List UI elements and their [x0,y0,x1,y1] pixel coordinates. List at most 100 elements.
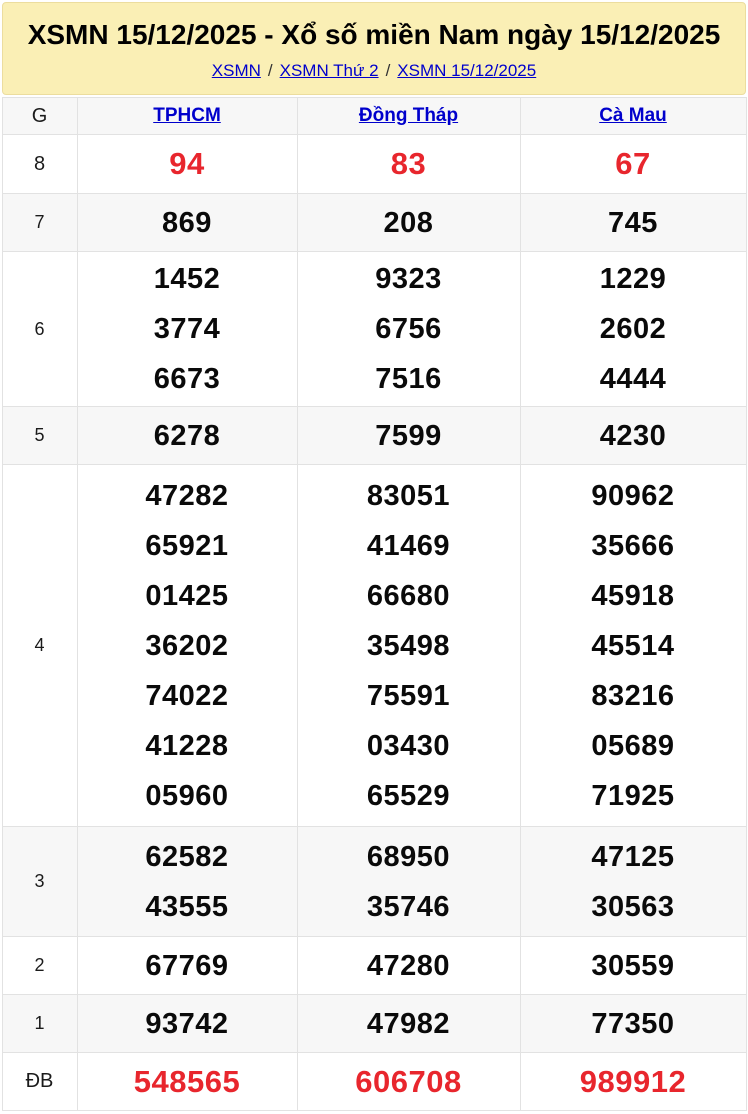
breadcrumb: XSMN / XSMN Thứ 2 / XSMN 15/12/2025 [9,60,739,81]
prize-number: 47282 [145,479,229,512]
prize-number: 745 [608,206,658,239]
breadcrumb-separator: / [385,61,391,80]
prize-number: 548565 [133,1063,241,1099]
prize-label: 5 [1,406,78,465]
prize-number: 35746 [366,890,451,923]
prize-row-4: 4 47282 65921 01425 36202 74022 41228 05960 8305… [1,464,747,827]
prize-number: 606708 [355,1063,462,1099]
prize-number: 6278 [153,419,221,452]
prize-number: 47982 [366,1007,451,1040]
prize-cell: 47982 [296,994,521,1053]
prize-label: 1 [1,994,78,1053]
prize-number: 30563 [591,890,675,923]
prize-number: 66680 [366,579,451,612]
prize-cell: 1229 2602 4444 [519,251,747,407]
prize-row-1: 1 93742 47982 77350 [1,994,747,1053]
prize-number: 05960 [145,779,229,812]
prize-number: 41228 [145,729,229,762]
prize-label: ĐB [1,1052,78,1111]
breadcrumb-link[interactable]: XSMN 15/12/2025 [397,61,537,80]
prize-number: 6673 [153,363,221,395]
prize-row-2: 2 67769 47280 30559 [1,936,747,995]
prize-cell: 4230 [519,406,747,465]
prize-cell: 1452 3774 6673 [76,251,298,407]
prize-cell: 67 [519,134,747,194]
prize-number: 7599 [375,419,442,452]
prize-cell: 83051 41469 66680 35498 75591 03430 65529 [296,464,521,827]
prize-cell: 93742 [76,994,298,1053]
prize-cell: 9323 6756 7516 [296,251,521,407]
prize-number: 41469 [366,529,451,562]
prize-number: 35498 [366,629,451,662]
prize-cell: 68950 35746 [296,826,521,937]
province-link[interactable]: TPHCM [153,105,221,126]
province-link[interactable]: Cà Mau [599,105,667,126]
prize-number: 90962 [591,479,675,512]
prize-number: 93742 [145,1007,229,1040]
prize-cell: 989912 [519,1052,747,1111]
prize-cell: 47282 65921 01425 36202 74022 41228 05960 [76,464,298,827]
prize-number: 6756 [375,313,442,345]
prize-number: 3774 [153,313,221,345]
lottery-results-table: G TPHCM Đồng Tháp Cà Mau 8 94 83 67 7 869 208 745… [1,97,747,1111]
prize-number: 869 [162,206,212,239]
prize-label: 6 [1,251,78,407]
prize-cell: 62582 43555 [76,826,298,937]
breadcrumb-link[interactable]: XSMN [211,61,261,80]
results-body: 8 94 83 67 7 869 208 745 6 1452 3774 6673 9323 6756 75… [1,134,747,1111]
prize-label: 8 [1,134,78,194]
prize-cell: 83 [296,134,521,194]
prize-number: 83216 [591,679,675,712]
prize-cell: 47125 30563 [519,826,747,937]
prize-cell: 47280 [296,936,521,995]
column-header: Đồng Tháp [296,97,521,135]
prize-number: 94 [169,146,205,181]
prize-number: 71925 [591,779,675,812]
prize-cell: 745 [519,193,747,252]
prize-number: 43555 [145,890,229,923]
prize-cell: 548565 [76,1052,298,1111]
prize-number: 45918 [591,579,675,612]
prize-cell: 606708 [296,1052,521,1111]
prize-number: 47280 [366,949,451,982]
prize-cell: 7599 [296,406,521,465]
prize-number: 4444 [599,363,667,395]
prize-cell: 30559 [519,936,747,995]
prize-cell: 208 [296,193,521,252]
prize-label: 4 [1,464,78,827]
prize-number: 30559 [591,949,675,982]
prize-row-7: 7 869 208 745 [1,193,747,252]
prize-cell: 90962 35666 45918 45514 83216 05689 71925 [519,464,747,827]
breadcrumb-separator: / [267,61,273,80]
prize-number: 36202 [145,629,229,662]
prize-label: 3 [1,826,78,937]
prize-cell: 6278 [76,406,298,465]
prize-row-8: 8 94 83 67 [1,134,747,194]
prize-number: 83051 [366,479,451,512]
prize-row-ĐB: ĐB 548565 606708 989912 [1,1052,747,1111]
prize-row-6: 6 1452 3774 6673 9323 6756 7516 1229 2602 4444 [1,251,747,407]
prize-number: 208 [383,206,434,239]
prize-number: 35666 [591,529,675,562]
prize-number: 65921 [145,529,229,562]
breadcrumb-link[interactable]: XSMN Thứ 2 [279,61,379,80]
province-link[interactable]: Đồng Tháp [358,105,459,126]
prize-number: 7516 [375,363,442,395]
prize-number: 77350 [591,1007,675,1040]
prize-number: 47125 [591,840,675,873]
prize-number: 74022 [145,679,229,712]
prize-number: 03430 [366,729,451,762]
prize-label: 2 [1,936,78,995]
column-header: Cà Mau [519,97,747,135]
page-header: XSMN 15/12/2025 - Xổ số miền Nam ngày 15… [2,2,746,95]
prize-number: 62582 [145,840,229,873]
prize-number: 45514 [591,629,675,662]
prize-number: 67769 [145,949,229,982]
prize-cell: 77350 [519,994,747,1053]
prize-cell: 94 [76,134,298,194]
prize-column-header: G [1,97,78,135]
prize-number: 05689 [591,729,675,762]
table-header-row: G TPHCM Đồng Tháp Cà Mau [1,97,747,135]
prize-number: 67 [615,146,651,181]
prize-number: 75591 [366,679,451,712]
